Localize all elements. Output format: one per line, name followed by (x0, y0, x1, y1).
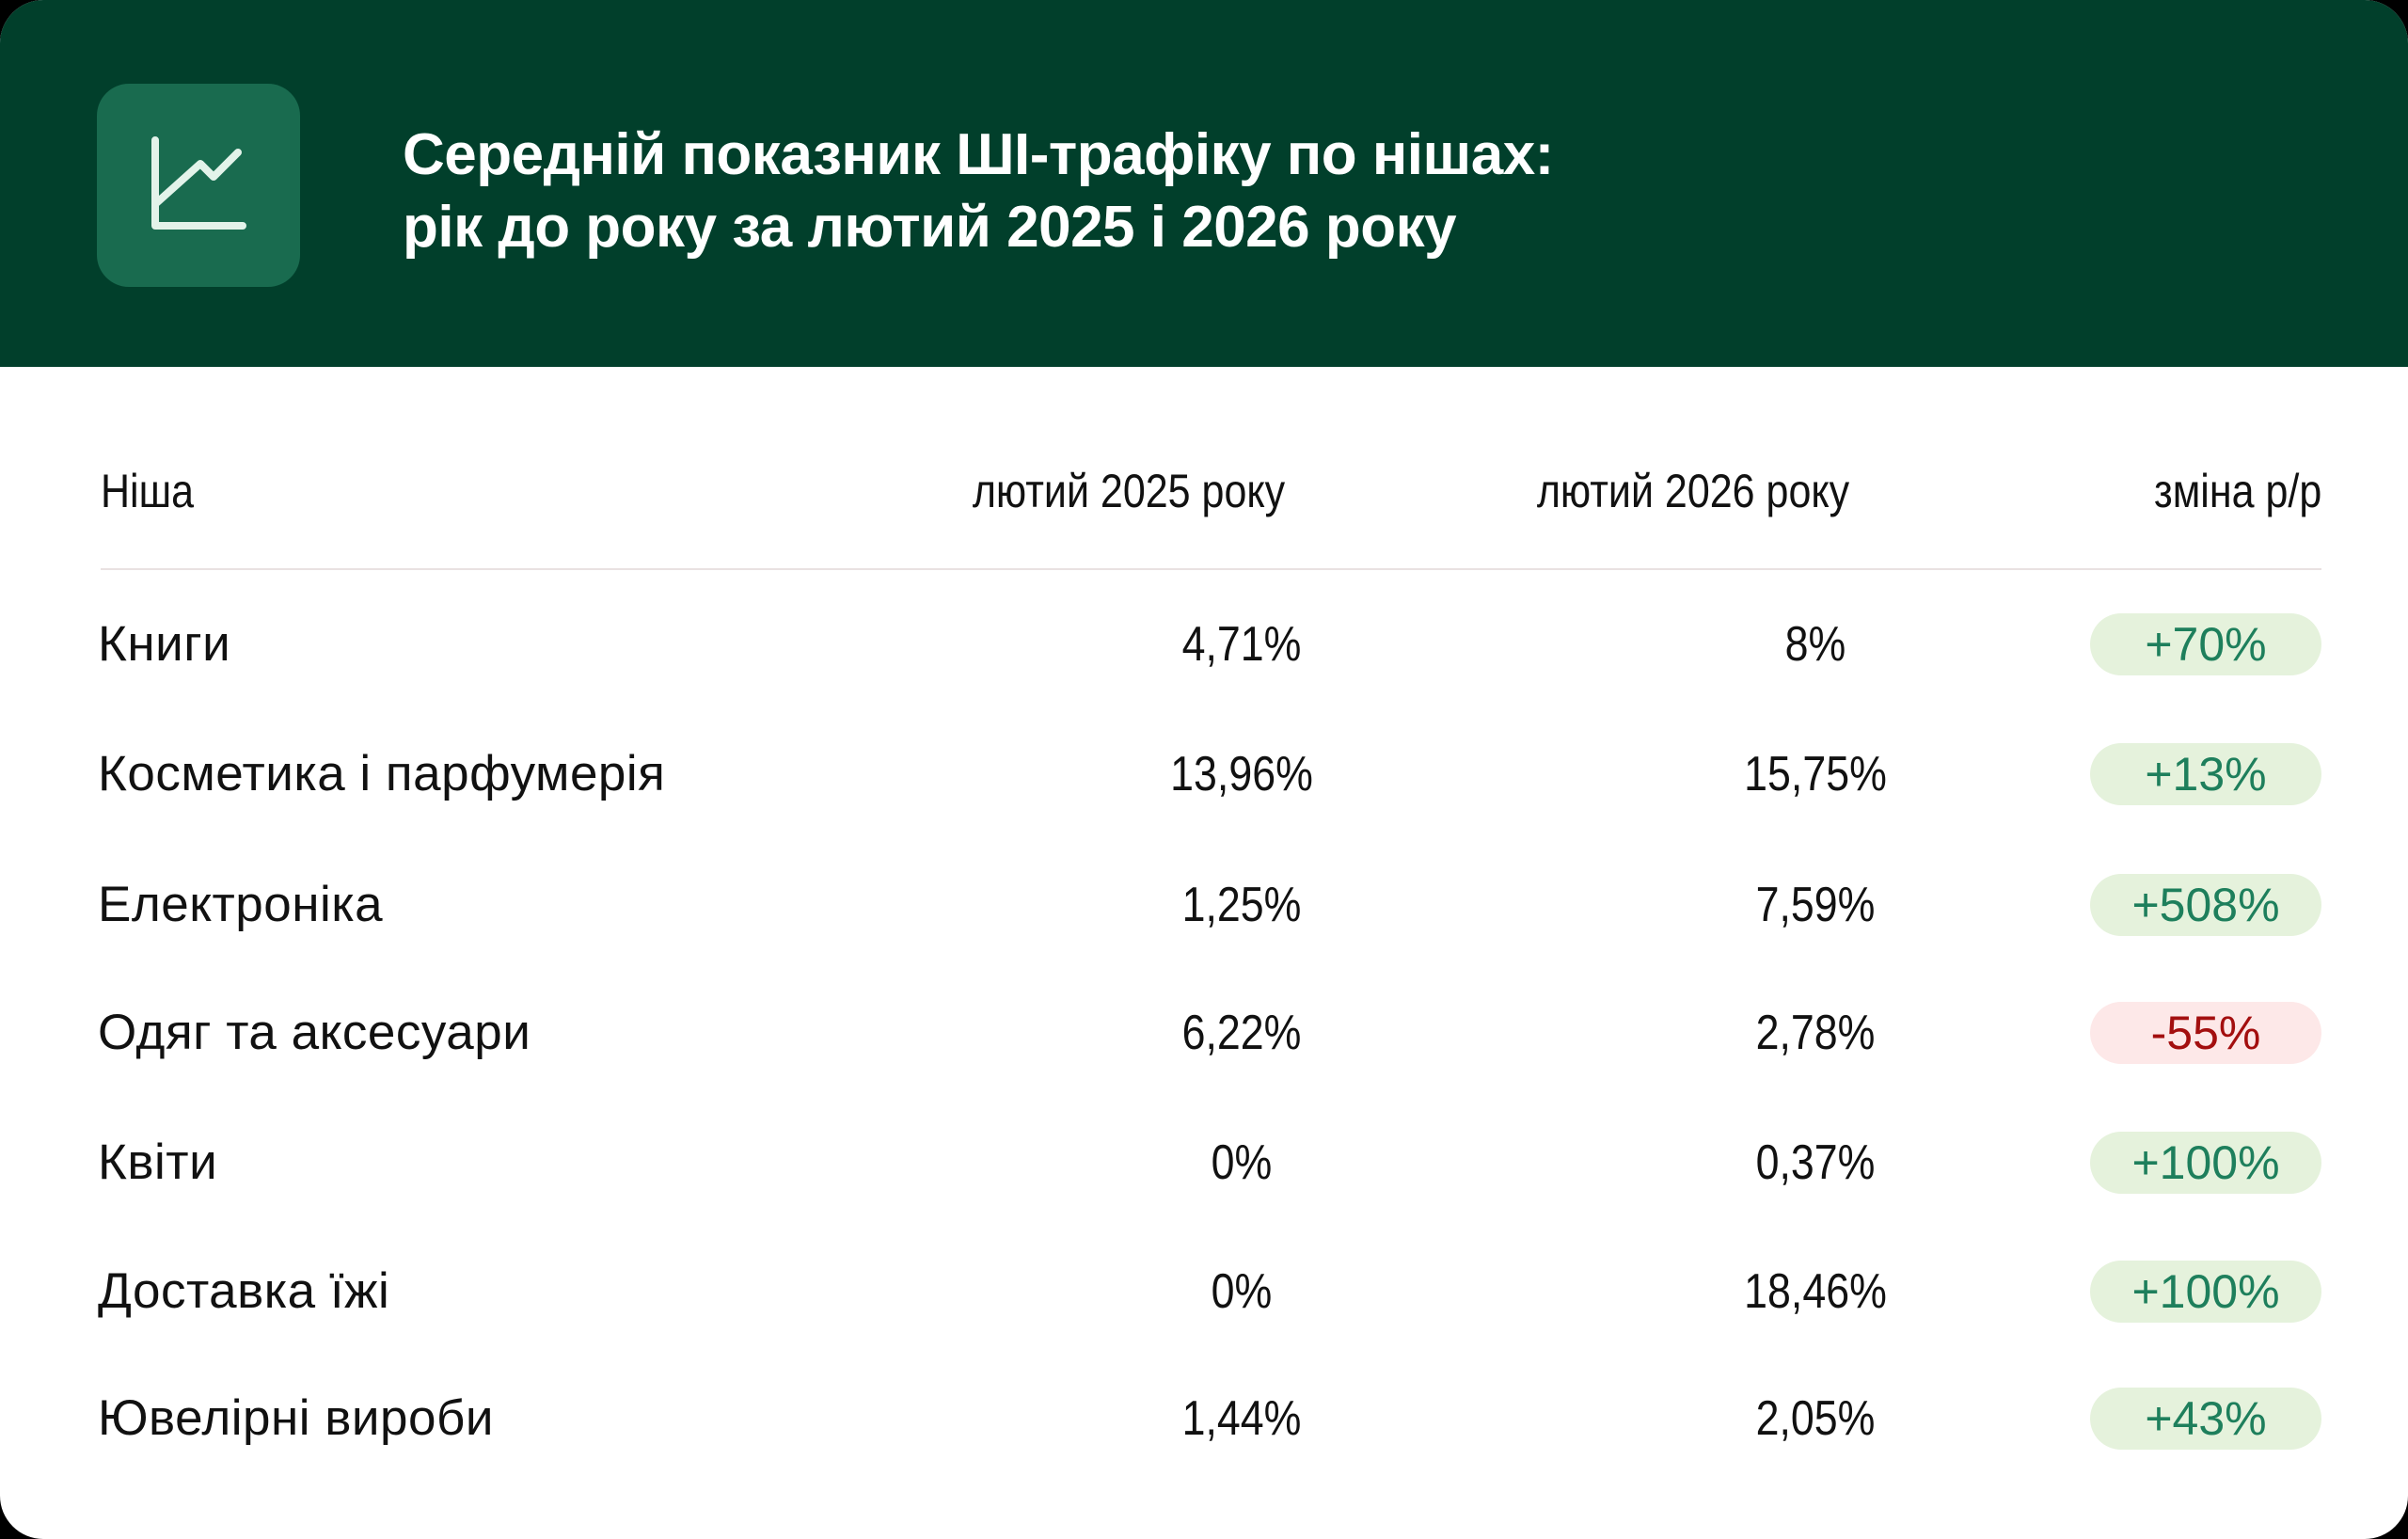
change-badge: +100% (2090, 1261, 2321, 1323)
value-feb-2025: 6,22% (1181, 1006, 1302, 1060)
niche-name: Косметика і парфумерія (98, 746, 666, 801)
value-feb-2025: 1,44% (1181, 1391, 1302, 1446)
header-divider (101, 568, 2321, 570)
value-feb-2025: 0% (1211, 1135, 1273, 1190)
change-badge: +70% (2090, 613, 2321, 675)
table-row: Книги 4,71% 8% +70% (0, 597, 2408, 691)
value-feb-2025: 0% (1211, 1264, 1273, 1319)
value-feb-2026: 18,46% (1744, 1264, 1887, 1319)
niche-name: Одяг та аксесуари (98, 1005, 531, 1060)
value-feb-2025: 4,71% (1181, 617, 1302, 672)
niche-name: Доставка їжі (98, 1263, 390, 1319)
page-title: Середній показник ШІ-трафіку по нішах: р… (403, 119, 1554, 263)
table-row: Косметика і парфумерія 13,96% 15,75% +13… (0, 727, 2408, 821)
value-feb-2026: 2,05% (1755, 1391, 1876, 1446)
value-feb-2025: 13,96% (1170, 747, 1313, 801)
table-header-row: Ніша лютий 2025 року лютий 2026 року змі… (0, 367, 2408, 569)
value-feb-2026: 2,78% (1755, 1006, 1876, 1060)
niche-traffic-table: Ніша лютий 2025 року лютий 2026 року змі… (0, 367, 2408, 1539)
value-feb-2026: 7,59% (1755, 878, 1876, 932)
value-feb-2026: 0,37% (1755, 1135, 1876, 1190)
value-feb-2025: 1,25% (1181, 878, 1302, 932)
column-header-feb-2025: лютий 2025 року (972, 465, 1286, 517)
table-row: Квіти 0% 0,37% +100% (0, 1116, 2408, 1210)
table-row: Електроніка 1,25% 7,59% +508% (0, 858, 2408, 952)
title-line-1: Середній показник ШІ-трафіку по нішах: (403, 122, 1554, 187)
header-banner: Середній показник ШІ-трафіку по нішах: р… (0, 0, 2408, 367)
column-header-yoy-change: зміна р/р (2153, 465, 2321, 517)
change-badge: +100% (2090, 1132, 2321, 1194)
change-badge: +43% (2090, 1388, 2321, 1450)
niche-name: Електроніка (98, 877, 384, 932)
value-feb-2026: 8% (1784, 617, 1846, 672)
column-header-niche: Ніша (101, 465, 195, 517)
value-feb-2026: 15,75% (1744, 747, 1887, 801)
niche-name: Книги (98, 616, 231, 672)
change-badge: +508% (2090, 874, 2321, 936)
table-row: Доставка їжі 0% 18,46% +100% (0, 1245, 2408, 1339)
niche-name: Ювелірні вироби (98, 1390, 494, 1446)
table-row: Одяг та аксесуари 6,22% 2,78% -55% (0, 986, 2408, 1080)
column-header-feb-2026: лютий 2026 року (1536, 465, 1850, 517)
niche-name: Квіти (98, 1134, 218, 1190)
change-badge: +13% (2090, 743, 2321, 805)
title-line-2: рік до року за лютий 2025 і 2026 року (403, 195, 1457, 260)
line-chart-icon (97, 84, 300, 287)
change-badge: -55% (2090, 1002, 2321, 1064)
table-row: Ювелірні вироби 1,44% 2,05% +43% (0, 1372, 2408, 1466)
